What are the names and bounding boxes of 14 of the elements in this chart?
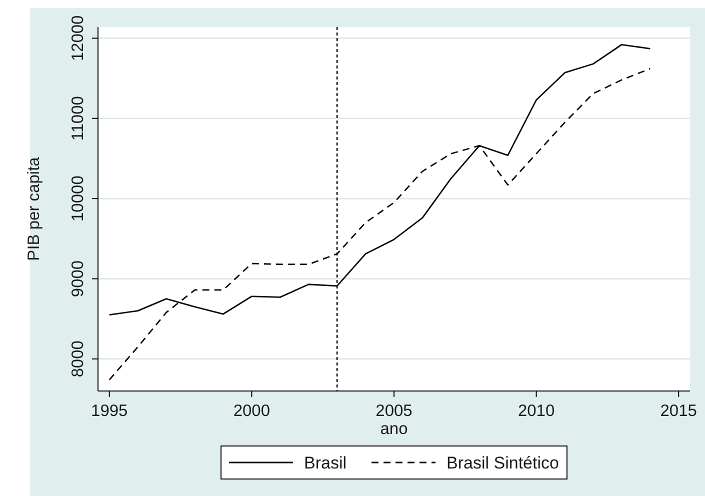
x-axis-title: ano bbox=[380, 420, 408, 438]
x-tick-label: 2015 bbox=[660, 402, 697, 420]
legend-label: Brasil bbox=[304, 454, 347, 472]
y-tick-label: 9000 bbox=[69, 260, 87, 298]
x-tick-label: 2000 bbox=[233, 402, 270, 420]
y-tick-label: 10000 bbox=[69, 176, 87, 222]
y-tick-label: 11000 bbox=[69, 96, 87, 141]
y-tick-label: 12000 bbox=[69, 15, 87, 62]
x-tick-label: 1995 bbox=[91, 402, 128, 420]
x-tick-label: 2005 bbox=[376, 402, 412, 420]
y-axis-title: PIB per capita bbox=[25, 156, 43, 261]
legend-label: Brasil Sintético bbox=[446, 454, 559, 472]
y-tick-label: 8000 bbox=[69, 340, 87, 378]
x-tick-label: 2010 bbox=[518, 402, 555, 420]
